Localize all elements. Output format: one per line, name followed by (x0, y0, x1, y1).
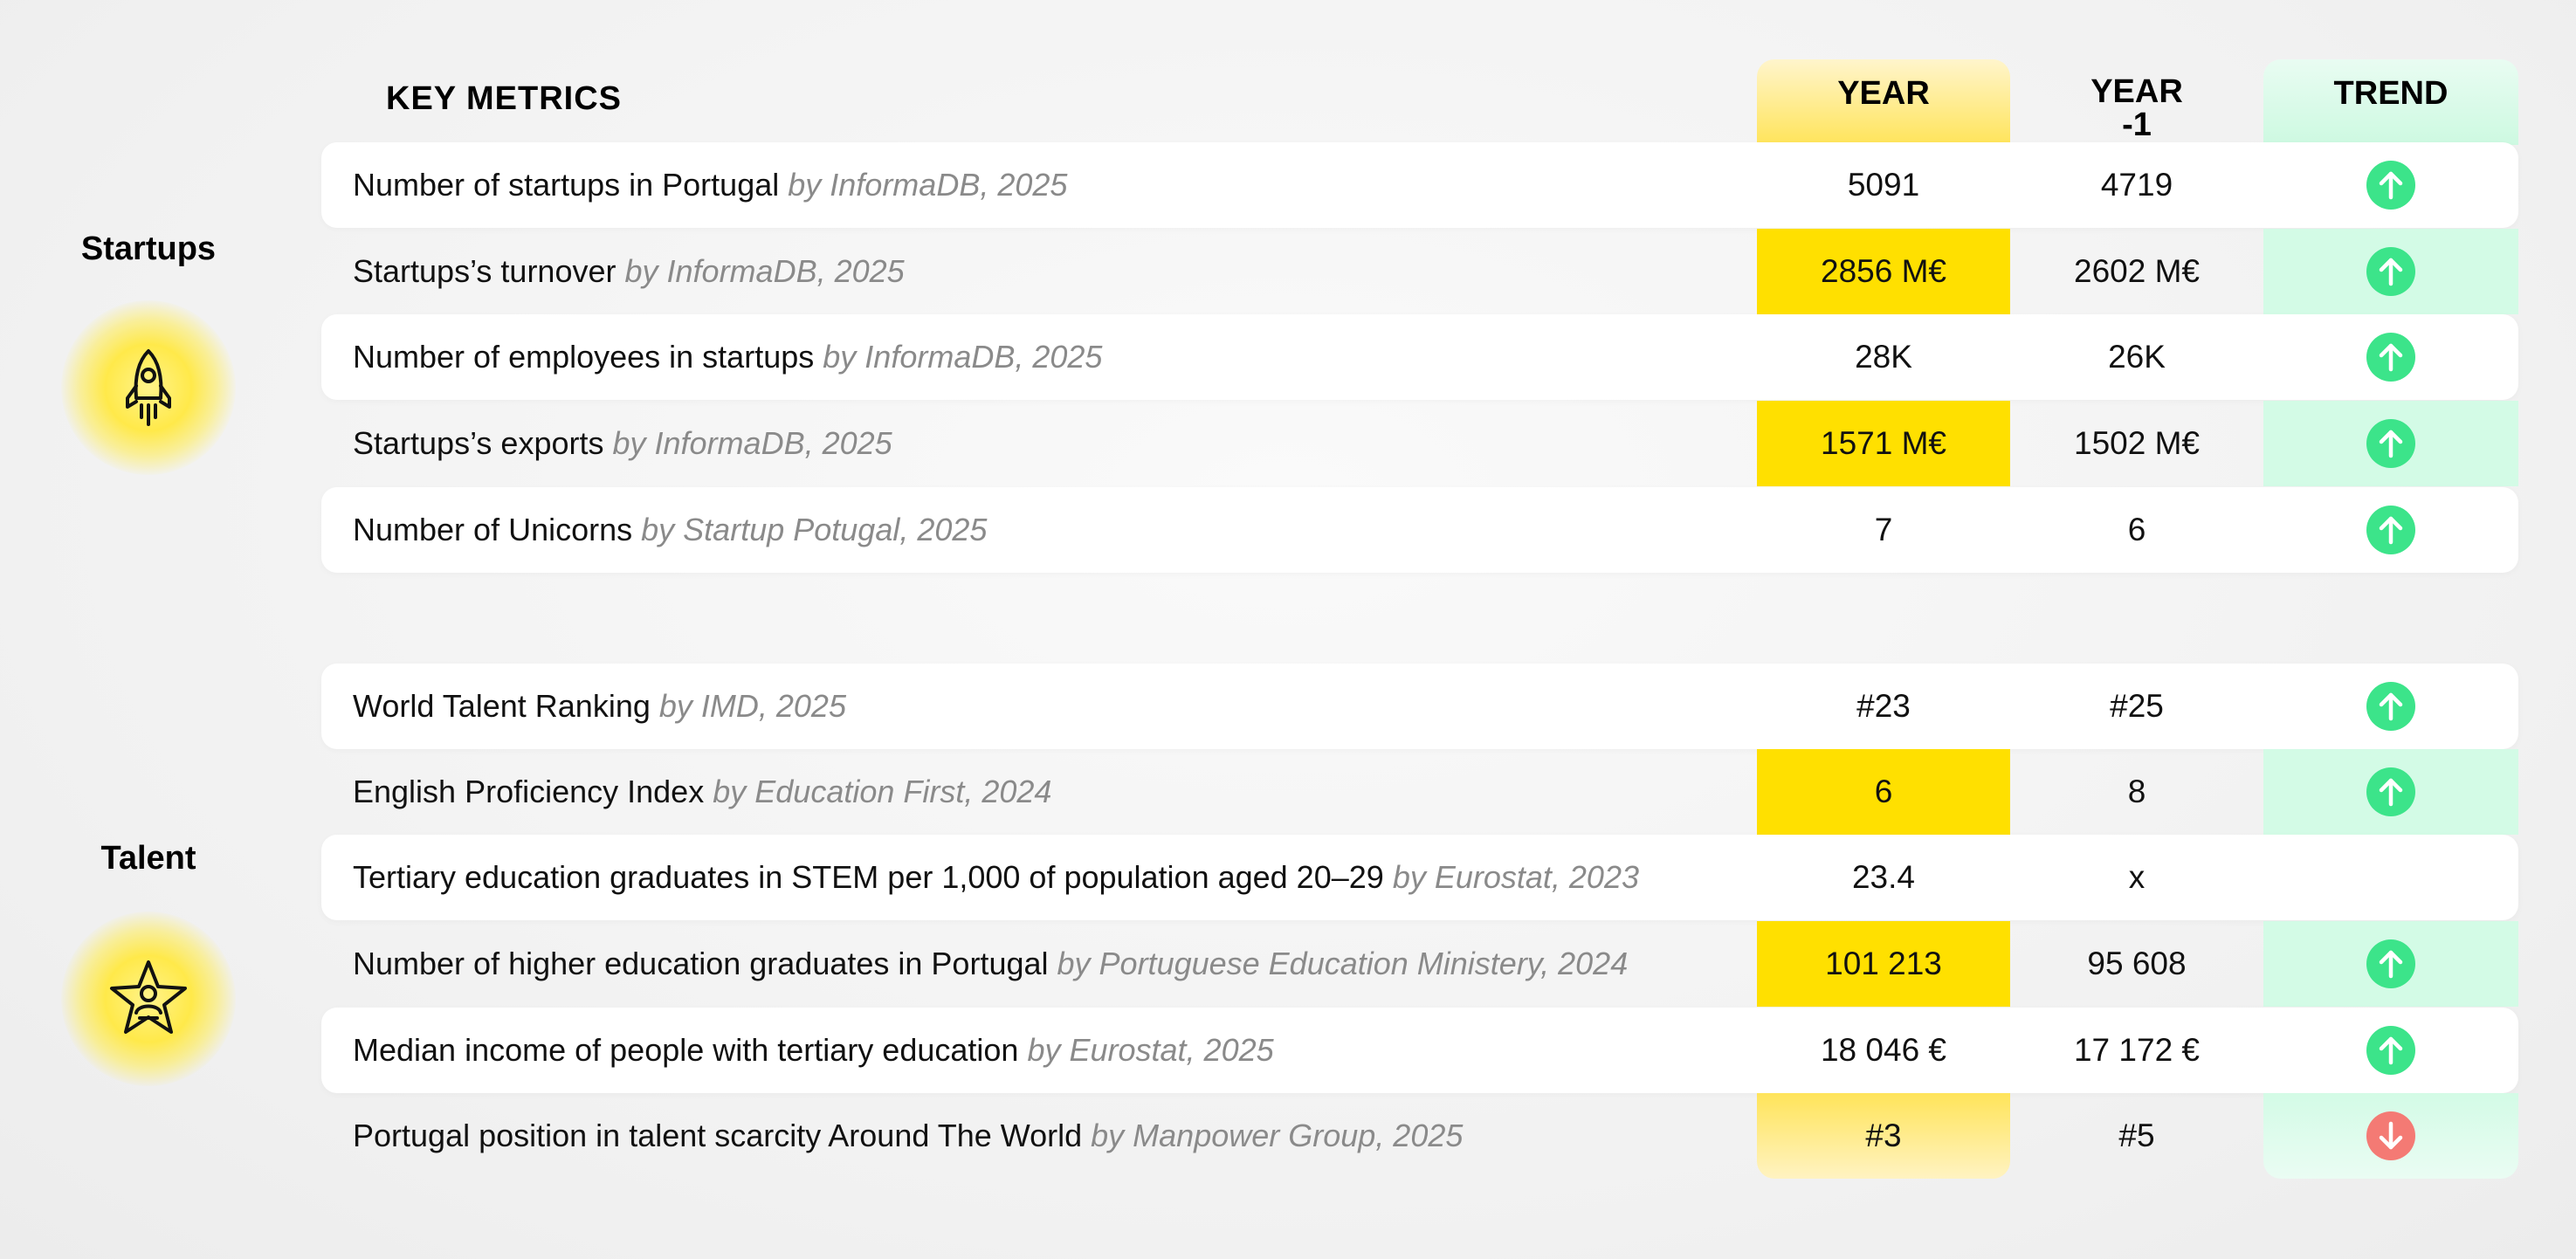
year-value: 23.4 (1851, 859, 1915, 895)
table-row: Number of employees in startups by Infor… (321, 314, 2518, 400)
metric-label: Number of startups in Portugal by Inform… (353, 142, 1067, 228)
metric-name: English Proficiency Index (353, 774, 705, 809)
arrow-up-icon (2366, 939, 2415, 988)
year-header: YEAR (1837, 75, 1930, 112)
metric-label: Number of Unicorns by Startup Potugal, 2… (353, 487, 987, 573)
year-minus-1-value: 6 (2127, 512, 2146, 547)
metric-source: by Startup Potugal, 2025 (641, 512, 988, 547)
table-row: Startups’s exports by InformaDB, 2025 157… (321, 401, 2518, 486)
year-minus-1-value: 17 172 € (2073, 1032, 2201, 1068)
year-minus-1-value: 8 (2127, 774, 2146, 809)
metric-label: World Talent Ranking by IMD, 2025 (353, 664, 846, 749)
arrow-down-icon (2366, 1111, 2415, 1160)
metric-label: Number of higher education graduates in … (353, 921, 1628, 1007)
trend-cell (2263, 229, 2518, 314)
table-row: Median income of people with tertiary ed… (321, 1008, 2518, 1093)
metric-source: by Portuguese Education Ministery, 2024 (1057, 946, 1629, 981)
metric-label: Tertiary education graduates in STEM per… (353, 835, 1639, 920)
metric-name: Portugal position in talent scarcity Aro… (353, 1118, 1083, 1153)
key-metrics-header: KEY METRICS (386, 80, 623, 117)
year-value: 2856 M€ (1757, 229, 2010, 314)
trend-cell (2263, 401, 2518, 486)
year-value: #3 (1757, 1093, 2010, 1179)
table-row: Tertiary education graduates in STEM per… (321, 835, 2518, 920)
year-minus-1-value: 26K (2108, 339, 2166, 375)
trend-cell (2263, 314, 2518, 400)
metric-label: Median income of people with tertiary ed… (353, 1008, 1274, 1093)
metric-name: World Talent Ranking (353, 688, 651, 724)
year-column-header-bg (1757, 59, 2010, 145)
year-value: 28K (1855, 339, 1912, 375)
trend-header: TREND (2333, 75, 2449, 112)
arrow-up-icon (2366, 767, 2415, 816)
table-row: World Talent Ranking by IMD, 2025 #23 #25 (321, 664, 2518, 749)
table-row: Number of startups in Portugal by Inform… (321, 142, 2518, 228)
metric-name: Number of Unicorns (353, 512, 633, 547)
year-minus-1-value: x (2128, 859, 2146, 895)
year-minus-1-value: 2602 M€ (2074, 253, 2200, 289)
year-minus-1-value: #25 (2110, 688, 2164, 724)
section-label-talent: Talent (100, 840, 196, 877)
metric-name: Number of startups in Portugal (353, 167, 780, 203)
year-minus-1-value: #5 (2118, 1118, 2155, 1153)
metric-source: by Education First, 2024 (713, 774, 1052, 809)
trend-cell (2263, 921, 2518, 1007)
trend-cell (2263, 835, 2518, 920)
star-person-icon (61, 912, 236, 1086)
year-minus-1-value: 1502 M€ (2074, 425, 2200, 461)
rocket-icon (61, 300, 236, 475)
metric-source: by Eurostat, 2025 (1027, 1032, 1274, 1068)
metric-name: Number of higher education graduates in … (353, 946, 1049, 981)
metric-source: by InformaDB, 2025 (823, 339, 1103, 375)
metric-label: English Proficiency Index by Education F… (353, 749, 1051, 835)
arrow-up-icon (2366, 247, 2415, 296)
metric-label: Startups’s exports by InformaDB, 2025 (353, 401, 892, 486)
year-minus-1-value: 95 608 (2087, 946, 2187, 981)
year-minus-1-header: YEAR -1 (2010, 75, 2263, 141)
metric-source: by InformaDB, 2025 (788, 167, 1068, 203)
trend-cell (2263, 664, 2518, 749)
table-row: English Proficiency Index by Education F… (321, 749, 2518, 835)
year-value: 1571 M€ (1757, 401, 2010, 486)
year-minus-1-header-line1: YEAR (2090, 73, 2183, 110)
table-row: Number of Unicorns by Startup Potugal, 2… (321, 487, 2518, 573)
metric-label: Startups’s turnover by InformaDB, 2025 (353, 229, 905, 314)
metric-label: Portugal position in talent scarcity Aro… (353, 1093, 1463, 1179)
year-value: #23 (1856, 688, 1911, 724)
table-row: Startups’s turnover by InformaDB, 2025 28… (321, 229, 2518, 314)
arrow-up-icon (2366, 161, 2415, 210)
section-label-startups: Startups (80, 230, 217, 267)
trend-cell (2263, 1093, 2518, 1179)
metric-name: Median income of people with tertiary ed… (353, 1032, 1019, 1068)
trend-column-header-bg (2263, 59, 2518, 145)
arrow-up-icon (2366, 419, 2415, 468)
metric-label: Number of employees in startups by Infor… (353, 314, 1102, 400)
metric-source: by InformaDB, 2025 (612, 425, 892, 461)
table-row: Number of higher education graduates in … (321, 921, 2518, 1007)
metric-source: by InformaDB, 2025 (624, 253, 905, 289)
year-minus-1-value: 4719 (2100, 167, 2173, 203)
arrow-up-icon (2366, 506, 2415, 554)
arrow-up-icon (2366, 682, 2415, 731)
year-value: 5091 (1847, 167, 1920, 203)
year-minus-1-header-line2: -1 (2122, 107, 2152, 143)
metric-name: Number of employees in startups (353, 339, 815, 375)
metric-source: by Manpower Group, 2025 (1091, 1118, 1464, 1153)
year-value: 7 (1874, 512, 1893, 547)
trend-cell (2263, 1008, 2518, 1093)
table-row: Portugal position in talent scarcity Aro… (321, 1093, 2518, 1179)
year-value: 101 213 (1757, 921, 2010, 1007)
trend-cell (2263, 749, 2518, 835)
year-value: 18 046 € (1820, 1032, 1947, 1068)
metric-name: Startups’s turnover (353, 253, 616, 289)
trend-cell (2263, 142, 2518, 228)
metric-name: Startups’s exports (353, 425, 604, 461)
metric-source: by IMD, 2025 (658, 688, 846, 724)
metric-source: by Eurostat, 2023 (1392, 859, 1639, 895)
arrow-up-icon (2366, 1026, 2415, 1075)
year-value: 6 (1757, 749, 2010, 835)
arrow-up-icon (2366, 333, 2415, 382)
metric-name: Tertiary education graduates in STEM per… (353, 859, 1384, 895)
trend-cell (2263, 487, 2518, 573)
